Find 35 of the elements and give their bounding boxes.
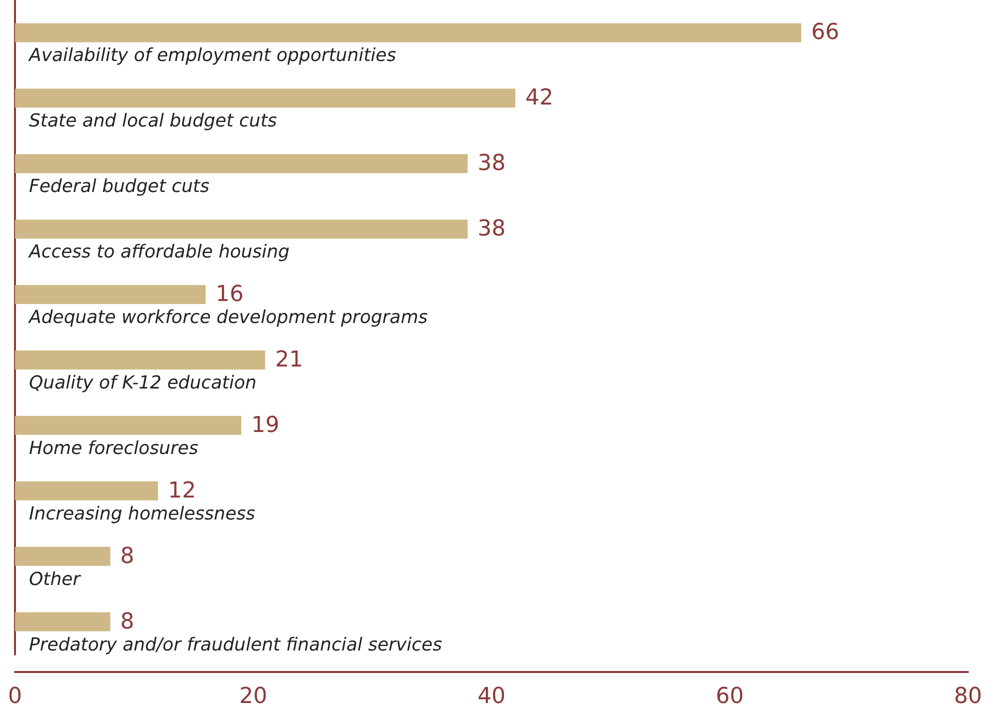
y-tick-label: State and local budget cuts bbox=[29, 110, 277, 132]
x-tick-label: 20 bbox=[239, 684, 268, 709]
bar bbox=[15, 285, 206, 304]
data-label: 8 bbox=[120, 609, 134, 634]
y-tick-label: Access to affordable housing bbox=[28, 242, 290, 263]
bar bbox=[15, 612, 110, 632]
x-tick-label: 0 bbox=[8, 684, 22, 709]
data-label: 19 bbox=[251, 412, 280, 438]
data-label: 42 bbox=[525, 86, 554, 111]
y-tick-label: Increasing homelessness bbox=[29, 503, 256, 524]
y-tick-label: Predatory and/or fraudulent financial services bbox=[29, 634, 442, 656]
x-tick-label: 60 bbox=[716, 684, 744, 709]
data-label: 21 bbox=[275, 347, 304, 372]
y-tick-label: Federal budget cuts bbox=[29, 176, 210, 198]
y-tick-label: Availability of employment opportunities bbox=[28, 45, 396, 66]
bar bbox=[15, 154, 468, 174]
y-tick-label: Home foreclosures bbox=[29, 438, 198, 459]
data-label: 12 bbox=[168, 478, 196, 504]
bar bbox=[15, 220, 468, 239]
x-tick-label: 40 bbox=[478, 684, 506, 709]
bar bbox=[15, 350, 266, 370]
data-label: 16 bbox=[216, 282, 244, 308]
bar bbox=[15, 481, 158, 500]
data-label: 38 bbox=[478, 151, 506, 176]
data-label: 66 bbox=[811, 20, 840, 46]
bar bbox=[15, 88, 516, 108]
bar bbox=[15, 416, 242, 435]
data-label: 8 bbox=[120, 544, 134, 569]
x-tick-label: 80 bbox=[954, 684, 982, 709]
bar bbox=[15, 546, 110, 566]
data-label: 38 bbox=[478, 216, 506, 242]
bar bbox=[15, 23, 802, 42]
y-tick-label: Other bbox=[29, 568, 82, 590]
y-tick-label: Adequate workforce development programs bbox=[28, 307, 428, 328]
y-tick-label: Quality of K-12 education bbox=[29, 372, 257, 394]
